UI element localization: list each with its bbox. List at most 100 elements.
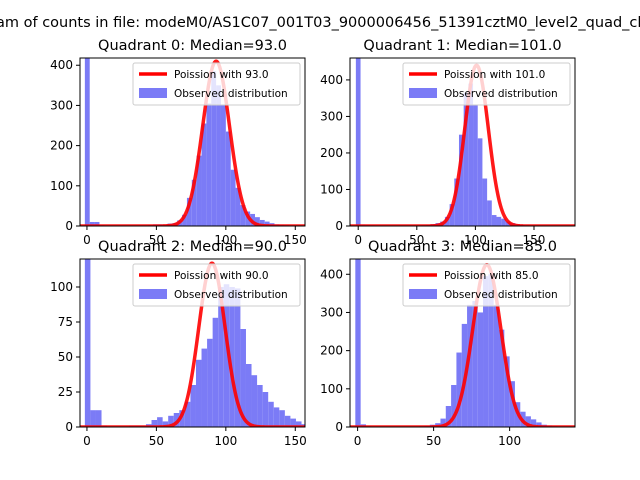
hist-bar <box>454 178 459 226</box>
x-tick-label: 150 <box>284 233 307 247</box>
hist-bar <box>355 58 361 226</box>
hist-bar <box>184 401 191 427</box>
hist-bar <box>463 92 469 226</box>
legend-hist-label: Observed distribution <box>174 88 288 100</box>
hist-bar <box>201 348 208 427</box>
hist-bar <box>496 216 502 226</box>
hist-bar <box>196 155 202 226</box>
hist-bar <box>206 103 212 226</box>
legend-poisson-label: Poission with 85.0 <box>444 270 539 282</box>
x-tick-label: 50 <box>409 233 424 247</box>
y-tick-label: 75 <box>58 315 73 329</box>
hist-bar <box>295 421 302 427</box>
panel-2: 0 50 100 150 0 25 50 75 100 Quadrant 2: Median=90… <box>50 239 307 448</box>
y-tick-label: 100 <box>50 280 73 294</box>
hist-bar <box>483 276 489 427</box>
legend: Poission with 90.0 Observed distribution <box>132 263 301 307</box>
axes-frame <box>349 258 576 428</box>
y-tick-label: 300 <box>320 305 343 319</box>
hist-bar <box>179 410 185 427</box>
poisson-curve <box>350 63 575 226</box>
hist-bar <box>449 204 455 226</box>
hist-bar <box>234 288 241 427</box>
legend: Poission with 93.0 Observed distribution <box>132 62 301 106</box>
panel-1: 0 50 100 150 0 100 200 300 400 Quadrant 1: Median… <box>320 38 576 247</box>
x-tick-label: 100 <box>214 233 237 247</box>
hist-bar <box>157 417 163 427</box>
y-tick-label: 300 <box>50 98 73 112</box>
y-tick-label: 200 <box>50 139 73 153</box>
panel-title: Quadrant 1: Median=101.0 <box>363 38 561 54</box>
legend-poisson-label: Poission with 101.0 <box>444 69 545 81</box>
panel-3: 0 50 100 0 100 200 300 400 Quadrant 3: Median=85… <box>320 239 576 448</box>
y-tick-label: 100 <box>50 179 73 193</box>
hist-bar <box>190 385 196 427</box>
hist-bar <box>268 401 274 427</box>
hist-bar <box>223 284 230 427</box>
hist-bar <box>290 418 296 427</box>
y-tick-label: 100 <box>320 382 343 396</box>
hist-bar <box>195 359 202 427</box>
hist-bar <box>262 392 269 427</box>
x-tick-label: 50 <box>149 434 164 448</box>
legend-hist-label: Observed distribution <box>444 88 558 100</box>
hist-bar <box>90 410 96 427</box>
x-tick-label: 100 <box>498 434 521 448</box>
hist-bar <box>220 105 226 226</box>
axes-frame <box>79 57 306 227</box>
hist-bar <box>477 312 484 427</box>
hist-bar <box>491 215 497 226</box>
hist-bar <box>94 221 100 226</box>
hist-bar <box>240 205 246 226</box>
hist-bar <box>251 375 258 427</box>
hist-bar <box>501 218 506 226</box>
plot-area <box>350 259 575 427</box>
hist-bar <box>240 329 246 427</box>
panel-title: Quadrant 2: Median=90.0 <box>98 239 287 255</box>
hist-bar <box>468 83 474 226</box>
panel-0: 0 50 100 150 0 100 200 300 400 Quadrant 0: Median… <box>50 38 307 247</box>
hist-bar <box>473 105 478 226</box>
hist-bar <box>173 413 180 427</box>
hist-bar <box>95 410 102 427</box>
hist-bar <box>530 419 537 427</box>
hist-bar <box>212 317 219 427</box>
y-tick-label: 200 <box>320 146 343 160</box>
x-tick-label: 50 <box>426 434 441 448</box>
hist-bar <box>477 138 483 226</box>
legend-patch-icon <box>139 289 167 299</box>
hist-bar <box>487 200 492 226</box>
hist-bar <box>255 217 260 226</box>
hist-bar <box>536 422 542 427</box>
y-tick-label: 50 <box>58 350 73 364</box>
hist-bar <box>493 304 499 427</box>
x-tick-label: 0 <box>354 233 362 247</box>
hist-bar <box>229 287 235 427</box>
axes-frame <box>79 258 306 428</box>
hist-bar <box>201 123 207 226</box>
hist-bar <box>264 221 270 226</box>
legend-patch-icon <box>409 289 437 299</box>
hist-bar <box>186 197 192 226</box>
hist-bar <box>216 85 221 226</box>
figure-suptitle: Histogram of counts in file: modeM0/AS1C… <box>0 15 640 31</box>
hist-bar <box>182 214 187 226</box>
hist-bar <box>456 352 462 427</box>
hist-bar <box>467 304 473 427</box>
legend: Poission with 85.0 Observed distribution <box>402 263 571 307</box>
hist-bar <box>207 338 213 427</box>
plot-area <box>350 58 575 226</box>
hist-bar <box>279 410 285 427</box>
hist-bar <box>151 420 158 427</box>
y-tick-label: 200 <box>320 344 343 358</box>
hist-bar <box>225 131 231 226</box>
hist-bar <box>273 407 280 427</box>
x-tick-label: 0 <box>83 434 91 448</box>
hist-bar <box>84 58 90 226</box>
y-tick-label: 100 <box>320 182 343 196</box>
hist-bar <box>525 416 531 427</box>
hist-bar <box>162 421 169 427</box>
hist-bar <box>84 259 91 427</box>
hist-bar <box>355 259 361 427</box>
